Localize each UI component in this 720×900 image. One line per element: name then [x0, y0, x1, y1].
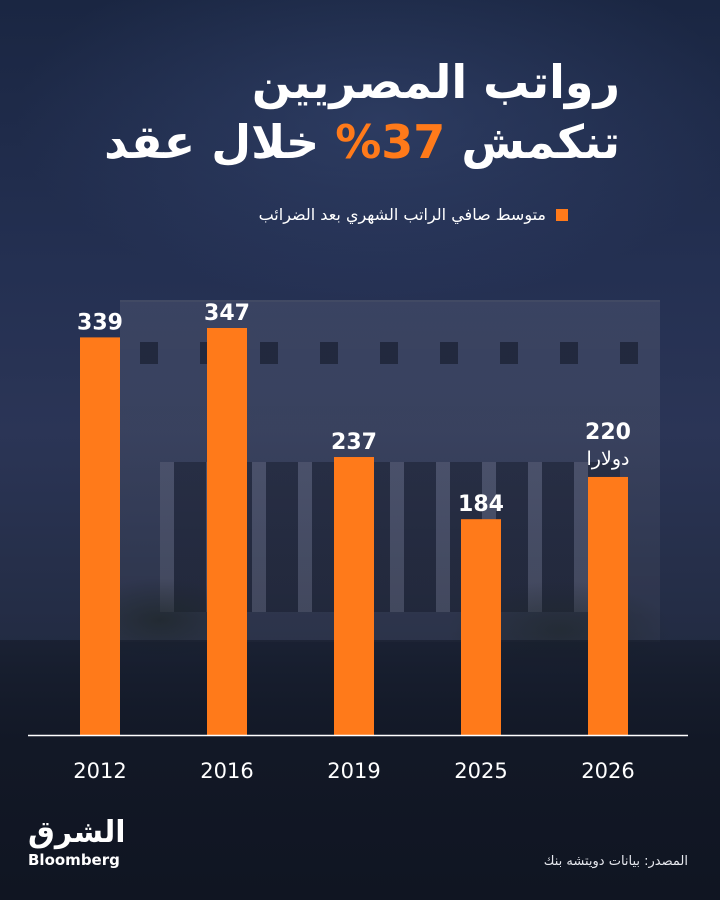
- logo-english: Bloomberg: [28, 851, 120, 869]
- headline: رواتب المصريين تنكمش 37% خلال عقد: [60, 52, 620, 172]
- building-windows: [140, 342, 640, 364]
- x-tick-2012: 2012: [73, 759, 126, 783]
- headline-line-1: رواتب المصريين: [251, 55, 620, 109]
- chart-legend: متوسط صافي الراتب الشهري بعد الضرائب: [259, 205, 568, 224]
- value-label-2016: 347: [204, 301, 250, 326]
- source-note: المصدر: بيانات دويتشه بنك: [543, 854, 688, 869]
- brand-logo: الشرق Bloomberg: [28, 816, 148, 870]
- legend-label: متوسط صافي الراتب الشهري بعد الضرائب: [258, 205, 546, 224]
- value-label-2025: 184: [458, 492, 504, 517]
- logo-arabic: الشرق: [28, 815, 126, 850]
- x-tick-2026: 2026: [581, 759, 634, 783]
- headline-line-2-prefix: تنكمش: [445, 115, 620, 169]
- bar-2012: [80, 337, 120, 735]
- headline-highlight-percent: 37%: [335, 115, 446, 169]
- bar-2026: [588, 476, 628, 735]
- headline-line-2: تنكمش 37% خلال عقد: [60, 112, 620, 172]
- value-label-2019: 237: [331, 430, 377, 455]
- x-tick-2016: 2016: [200, 759, 253, 783]
- value-label-2012: 339: [77, 310, 123, 335]
- x-tick-2019: 2019: [327, 759, 380, 783]
- bar-2025: [461, 519, 501, 735]
- x-tick-2025: 2025: [454, 759, 507, 783]
- legend-swatch: [556, 208, 568, 221]
- unit-label: دولارا: [587, 448, 630, 470]
- headline-line-2-suffix: خلال عقد: [104, 115, 336, 169]
- bar-2016: [207, 328, 247, 735]
- bar-2019: [334, 457, 374, 735]
- value-label-2026: 220: [585, 420, 631, 445]
